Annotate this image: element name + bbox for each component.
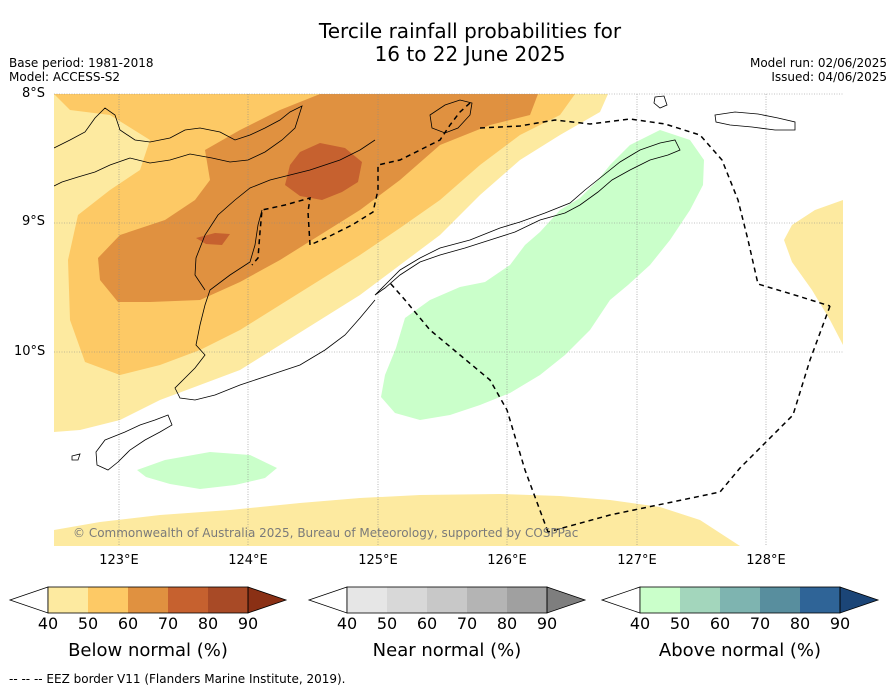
lat-label-8s: 8°S xyxy=(22,86,46,101)
colorbar-above-outline xyxy=(639,586,841,614)
title-line-1: Tercile rainfall probabilities for xyxy=(318,19,622,43)
tick-label: 60 xyxy=(117,614,139,633)
above-40-region xyxy=(381,130,704,420)
lon-label-128e: 128°E xyxy=(746,553,786,568)
island-small-1 xyxy=(653,95,668,109)
model-run: Model run: 02/06/2025 xyxy=(749,56,887,70)
colorbar-below-title: Below normal (%) xyxy=(68,640,228,661)
run-info: Model run: 02/06/2025 Issued: 04/06/2025 xyxy=(750,56,887,84)
lon-label-125e: 125°E xyxy=(358,553,398,568)
colorbar-below-arrow-low xyxy=(8,586,49,614)
model-name: Model: ACCESS-S2 xyxy=(9,70,121,84)
tick-label: 70 xyxy=(456,614,478,633)
colorbar-near-segment xyxy=(507,587,547,613)
eez-line-east xyxy=(547,305,831,533)
colorbar-near-segment xyxy=(467,587,507,613)
title-line-2: 16 to 22 June 2025 xyxy=(374,42,566,66)
colorbar-below-outline xyxy=(47,586,249,614)
colorbar-above-segment xyxy=(680,587,720,613)
colorbar-near-segment xyxy=(387,587,427,613)
colorbar-near-arrow-high xyxy=(546,586,587,614)
below-70-region xyxy=(285,143,362,200)
colorbar-near-outline xyxy=(346,586,548,614)
tick-label: 90 xyxy=(536,614,558,633)
alor-coast xyxy=(429,99,473,134)
lon-label-124e: 124°E xyxy=(228,553,268,568)
tick-label: 90 xyxy=(237,614,259,633)
colorbar-above-segment xyxy=(720,587,760,613)
tick-label: 80 xyxy=(496,614,518,633)
colorbar-near-segment xyxy=(427,587,467,613)
tick-label: 80 xyxy=(197,614,219,633)
copyright-notice: © Commonwealth of Australia 2025, Bureau… xyxy=(73,526,579,540)
eez-line-south xyxy=(389,282,549,533)
eez-line-north xyxy=(479,118,831,307)
map-title: Tercile rainfall probabilities for 16 to… xyxy=(270,20,670,66)
tick-label: 60 xyxy=(709,614,731,633)
eez-border xyxy=(251,102,831,533)
eez-footnote: -- -- -- EEZ border V11 (Flanders Marine… xyxy=(9,672,346,686)
colorbar-above-segment xyxy=(760,587,800,613)
timor-coast-north xyxy=(374,139,681,296)
colorbar-below-segment xyxy=(208,587,248,613)
lat-label-10s: 10°S xyxy=(14,344,46,359)
probability-shading xyxy=(54,94,843,546)
sawu-coast xyxy=(71,453,81,461)
colorbar-above-arrow-low xyxy=(600,586,641,614)
issued-date: Issued: 04/06/2025 xyxy=(771,70,887,84)
colorbar-above-segment xyxy=(640,587,680,613)
lon-label-127e: 127°E xyxy=(617,553,657,568)
eez-line-west xyxy=(251,102,471,266)
base-period: Base period: 1981-2018 xyxy=(9,56,154,70)
below-40-region-east xyxy=(784,200,843,345)
model-info: Base period: 1981-2018 Model: ACCESS-S2 xyxy=(9,56,154,84)
colorbar-above-arrow-high xyxy=(839,586,880,614)
colorbar-above-segment xyxy=(800,587,840,613)
coastlines xyxy=(54,95,796,471)
tick-label: 60 xyxy=(416,614,438,633)
colorbar-below-segment xyxy=(48,587,88,613)
tick-label: 40 xyxy=(336,614,358,633)
tick-label: 50 xyxy=(77,614,99,633)
colorbar-below-arrow-high xyxy=(247,586,288,614)
lat-label-9s: 9°S xyxy=(22,214,46,229)
colorbar-above-title: Above normal (%) xyxy=(658,640,822,661)
tick-label: 40 xyxy=(629,614,651,633)
colorbar-below-segment xyxy=(88,587,128,613)
tick-label: 80 xyxy=(789,614,811,633)
tick-label: 50 xyxy=(669,614,691,633)
tick-label: 70 xyxy=(749,614,771,633)
west-timor-coast xyxy=(194,139,376,291)
timor-coast-south xyxy=(174,209,376,401)
colorbar-near-arrow-low xyxy=(307,586,348,614)
lon-label-126e: 126°E xyxy=(487,553,527,568)
wetar-coast xyxy=(714,111,796,131)
tick-label: 50 xyxy=(376,614,398,633)
rote-coast xyxy=(95,414,173,471)
colorbar-near-title: Near normal (%) xyxy=(372,640,522,661)
colorbar-near-segment xyxy=(347,587,387,613)
below-40-region-south xyxy=(54,494,740,546)
flores-coast xyxy=(54,105,303,187)
lon-label-123e: 123°E xyxy=(99,553,139,568)
tick-label: 40 xyxy=(37,614,59,633)
tick-label: 90 xyxy=(829,614,851,633)
colorbar-below-segment xyxy=(168,587,208,613)
colorbar-below-segment xyxy=(128,587,168,613)
tick-label: 70 xyxy=(157,614,179,633)
colorbars xyxy=(8,586,880,614)
above-40-region-south xyxy=(137,452,277,489)
